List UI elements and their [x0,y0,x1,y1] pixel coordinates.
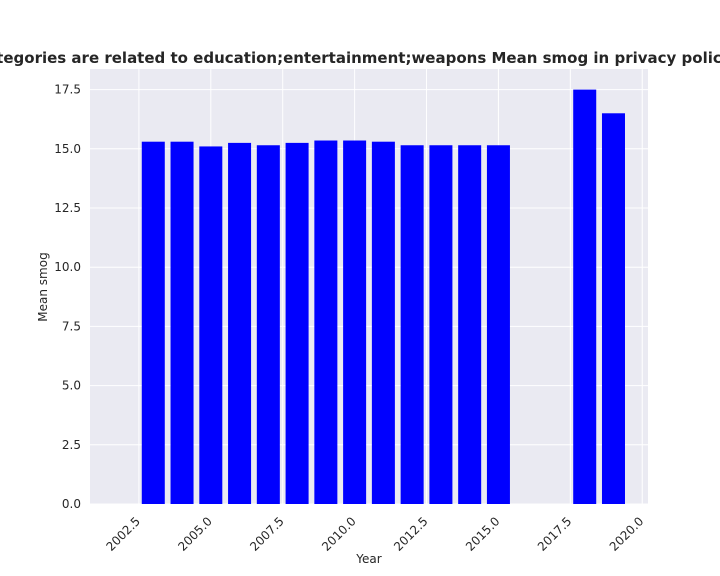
bar-2007 [256,145,280,504]
x-tick-label: 2020.0 [607,514,647,554]
y-tick-label: 7.5 [62,319,81,333]
bar-2009 [314,140,338,504]
y-tick-labels: 0.0 2.5 5.0 7.5 10.0 12.5 15.0 17.5 [54,83,81,511]
bar-2004 [170,141,194,504]
y-tick-label: 0.0 [62,497,81,511]
x-tick-label: 2012.5 [391,514,431,554]
bar-2005 [199,146,223,504]
bars [141,89,625,505]
bar-2012 [400,145,424,504]
x-tick-label: 2007.5 [247,514,287,554]
x-tick-labels: 2002.5 2005.0 2007.5 2010.0 2012.5 2015.0 2017… [103,514,646,554]
bar-2014 [458,145,482,504]
bar-2018 [573,89,597,504]
bar-2006 [228,142,252,504]
bar-2010 [343,140,367,504]
y-axis-label: Mean smog [36,252,50,321]
bar-2003 [141,141,165,504]
bar-2015 [486,145,510,504]
bar-2019 [601,113,625,505]
chart-title: When categories are related to education… [0,49,720,67]
x-tick-label: 2017.5 [535,514,575,554]
y-tick-label: 15.0 [54,142,81,156]
y-tick-label: 12.5 [54,201,81,215]
x-tick-label: 2010.0 [319,514,359,554]
y-tick-label: 2.5 [62,438,81,452]
bar-2013 [429,145,453,504]
y-tick-label: 10.0 [54,260,81,274]
y-tick-label: 5.0 [62,379,81,393]
bar-2008 [285,142,309,504]
x-tick-label: 2005.0 [175,514,215,554]
y-tick-label: 17.5 [54,83,81,97]
x-tick-label: 2015.0 [463,514,503,554]
x-axis-label: Year [355,552,381,566]
bar-2011 [371,141,395,504]
x-tick-label: 2002.5 [103,514,143,554]
